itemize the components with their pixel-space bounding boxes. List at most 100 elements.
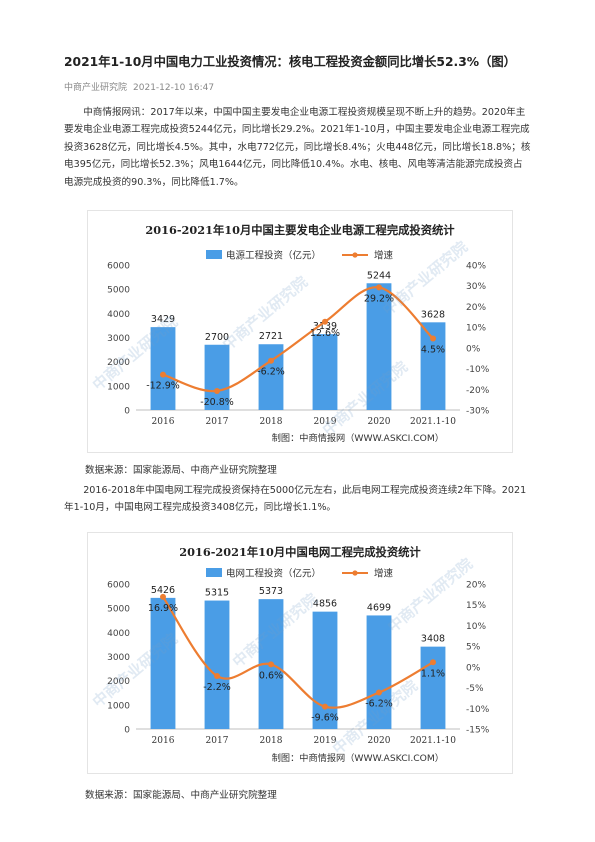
bar bbox=[204, 344, 230, 410]
legend-bar-label: 电网工程投资（亿元） bbox=[226, 568, 321, 580]
x-tick-label: 2016 bbox=[152, 417, 175, 427]
chart-power-source-investment: 2016-2021年10月中国主要发电企业电源工程完成投资统计 0 1000 200… bbox=[87, 210, 513, 453]
article-date: 2021-12-10 16:47 bbox=[133, 83, 215, 93]
growth-point bbox=[430, 659, 436, 666]
growth-rate-label: -6.2% bbox=[365, 699, 393, 710]
chart-title: 2016-2021年10月中国主要发电企业电源工程完成投资统计 bbox=[145, 223, 455, 237]
y-right-tick-label: 0% bbox=[466, 663, 481, 673]
y-left-tick-label: 3000 bbox=[107, 653, 130, 663]
bar-value-label: 5315 bbox=[205, 588, 229, 599]
y-right-tick-label: -20% bbox=[466, 386, 490, 396]
growth-rate-label: -2.2% bbox=[203, 682, 231, 693]
y-left-tick-label: 5000 bbox=[107, 286, 130, 296]
bar-value-label: 3628 bbox=[421, 309, 445, 320]
legend-line-marker bbox=[352, 252, 358, 258]
y-right-tick-label: 20% bbox=[466, 581, 486, 591]
bar bbox=[204, 600, 230, 729]
bar-value-label: 2700 bbox=[205, 332, 229, 343]
y-left-tick-label: 0 bbox=[124, 407, 130, 417]
growth-point bbox=[430, 335, 436, 342]
watermark-text: 中商产业研究院 bbox=[384, 555, 476, 636]
legend-bar-swatch bbox=[206, 568, 222, 577]
x-tick-label: 2018 bbox=[260, 736, 283, 746]
data-source-note: 数据来源：国家能源局、中商产业研究院整理 bbox=[85, 465, 277, 476]
x-tick-label: 2017 bbox=[206, 417, 229, 427]
growth-point bbox=[268, 661, 274, 668]
data-source-note: 数据来源：国家能源局、中商产业研究院整理 bbox=[85, 790, 277, 801]
bar-value-label: 3429 bbox=[151, 314, 175, 325]
x-tick-label: 2021.1-10 bbox=[410, 417, 456, 427]
legend-bar-label: 电源工程投资（亿元） bbox=[226, 250, 321, 262]
chart-credit: 制图：中商情报网（WWW.ASKCI.COM） bbox=[272, 752, 444, 764]
growth-rate-label: -6.2% bbox=[257, 367, 285, 378]
y-right-tick-label: 40% bbox=[466, 262, 486, 272]
y-right-tick-label: -10% bbox=[466, 705, 490, 715]
bar-value-label: 3408 bbox=[421, 634, 445, 645]
bar bbox=[366, 615, 392, 729]
x-tick-label: 2018 bbox=[260, 417, 283, 427]
x-tick-label: 2020 bbox=[368, 417, 391, 427]
bar-value-label: 4856 bbox=[313, 599, 337, 610]
growth-rate-label: 4.5% bbox=[421, 345, 445, 356]
growth-point bbox=[376, 284, 382, 291]
x-tick-label: 2020 bbox=[368, 736, 391, 746]
growth-rate-label: 0.6% bbox=[259, 670, 283, 681]
growth-rate-label: -9.6% bbox=[311, 713, 339, 724]
chart-canvas: 0 1000 2000 3000 4000 5000 6000 -30% -20% -10% 0% 1… bbox=[89, 238, 490, 444]
y-left-tick-label: 1000 bbox=[107, 701, 130, 711]
growth-rate-label: 16.9% bbox=[148, 603, 178, 614]
chart-title: 2016-2021年10月中国电网工程完成投资统计 bbox=[179, 545, 421, 559]
growth-point bbox=[214, 672, 220, 679]
y-left-tick-label: 2000 bbox=[107, 358, 130, 368]
growth-rate-label: 1.1% bbox=[421, 668, 445, 679]
growth-point bbox=[160, 593, 166, 600]
growth-point bbox=[322, 318, 328, 325]
y-right-tick-label: 0% bbox=[466, 344, 481, 354]
y-left-tick-label: 3000 bbox=[107, 334, 130, 344]
y-right-tick-label: 20% bbox=[466, 303, 486, 313]
bar bbox=[150, 327, 176, 410]
legend-line-label: 增速 bbox=[374, 568, 394, 580]
chart-canvas: 0 1000 2000 3000 4000 5000 6000 -15% -10% -5% 0% 5%… bbox=[89, 555, 490, 764]
growth-rate-label: 12.6% bbox=[310, 328, 340, 339]
y-left-tick-label: 6000 bbox=[107, 581, 130, 591]
y-right-tick-label: 30% bbox=[466, 282, 486, 292]
x-tick-label: 2019 bbox=[314, 736, 337, 746]
bar-value-label: 3139 bbox=[313, 321, 337, 332]
y-left-tick-label: 4000 bbox=[107, 310, 130, 320]
bar bbox=[312, 334, 338, 410]
y-right-tick-label: -30% bbox=[466, 407, 490, 417]
chart-grid-investment: 2016-2021年10月中国电网工程完成投资统计 0 1000 2000 3000 4… bbox=[87, 532, 513, 774]
chart-credit: 制图：中商情报网（WWW.ASKCI.COM） bbox=[272, 432, 444, 444]
x-tick-label: 2016 bbox=[152, 736, 175, 746]
growth-point bbox=[214, 387, 220, 394]
x-tick-label: 2017 bbox=[206, 736, 229, 746]
growth-rate-label: -12.9% bbox=[146, 381, 180, 392]
bar-value-label: 4699 bbox=[367, 602, 391, 613]
bar bbox=[366, 283, 392, 410]
bar bbox=[420, 322, 446, 410]
article-source[interactable]: 中商产业研究院 bbox=[64, 83, 128, 93]
bar bbox=[312, 611, 338, 729]
y-left-tick-label: 0 bbox=[124, 726, 130, 736]
growth-point bbox=[268, 357, 274, 364]
y-right-tick-label: 5% bbox=[466, 643, 481, 653]
article-title: 2021年1-10月中国电力工业投资情况：核电工程投资金额同比增长52.3%（图… bbox=[64, 55, 516, 69]
y-left-tick-label: 4000 bbox=[107, 629, 130, 639]
growth-point bbox=[322, 703, 328, 710]
y-right-tick-label: 15% bbox=[466, 601, 486, 611]
legend-line-marker bbox=[352, 570, 358, 576]
growth-rate-label: 29.2% bbox=[364, 293, 394, 304]
y-left-tick-label: 2000 bbox=[107, 677, 130, 687]
bar-value-label: 2721 bbox=[259, 331, 283, 342]
bar-value-label: 5244 bbox=[367, 270, 391, 281]
y-left-tick-label: 1000 bbox=[107, 382, 130, 392]
bar bbox=[420, 646, 446, 729]
bar-value-label: 5373 bbox=[259, 586, 283, 597]
growth-point bbox=[376, 689, 382, 696]
growth-point bbox=[160, 371, 166, 378]
legend-bar-swatch bbox=[206, 250, 222, 259]
y-right-tick-label: -10% bbox=[466, 365, 490, 375]
y-left-tick-label: 5000 bbox=[107, 605, 130, 615]
paragraph-grid: 2016-2018年中国电网工程完成投资保持在5000亿元左右，此后电网工程完成… bbox=[64, 485, 527, 514]
